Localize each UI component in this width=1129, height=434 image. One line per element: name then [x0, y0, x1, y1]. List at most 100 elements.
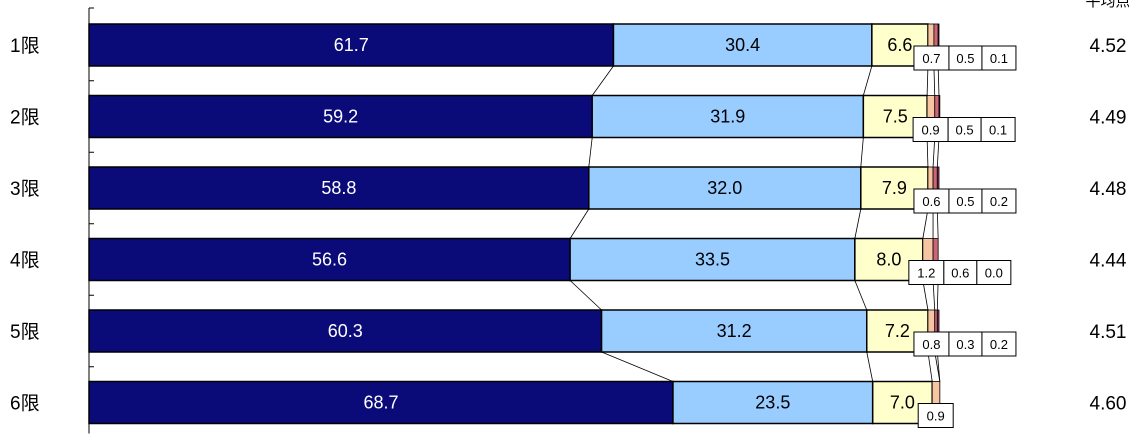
series-line — [569, 280, 602, 311]
data-label: 56.6 — [312, 250, 347, 270]
data-label: 59.2 — [323, 107, 358, 127]
series-line — [936, 137, 940, 168]
category-labels: 1限 2限 3限 4限 5限 6限 — [10, 35, 40, 415]
small-data-label: 0.1 — [989, 123, 1007, 138]
series-line — [569, 208, 590, 239]
small-data-label: 0.1 — [990, 51, 1008, 66]
average-score: 4.60 — [1090, 394, 1127, 415]
small-data-label: 0.0 — [985, 266, 1003, 281]
series-line — [934, 351, 941, 382]
bar-segment — [591, 94, 865, 139]
bar-segment — [88, 94, 593, 139]
average-score: 4.44 — [1090, 251, 1127, 272]
series-line — [936, 280, 939, 311]
small-label-box — [981, 45, 1017, 71]
average-scores: 平均点 4.52 4.49 4.48 4.44 4.51 4.60 — [1085, 0, 1129, 415]
small-label-box — [981, 188, 1017, 214]
bar-segment — [88, 23, 615, 67]
series-line — [927, 351, 933, 382]
bar-segment — [672, 380, 874, 425]
small-label-box — [948, 331, 983, 357]
data-label: 8.0 — [876, 250, 901, 270]
bar-segment — [600, 309, 868, 353]
data-label: 60.3 — [328, 321, 363, 341]
data-label: 23.5 — [755, 393, 790, 413]
data-label: 6.6 — [887, 35, 912, 55]
data-label: 7.5 — [883, 107, 908, 127]
data-labels: 61.7 30.4 6.6 59.2 31.9 7.5 58.8 32.0 7.9 56.6 33.… — [312, 35, 915, 413]
average-score: 4.51 — [1090, 322, 1127, 343]
small-label-box — [913, 331, 950, 357]
small-data-label: 0.2 — [990, 194, 1008, 209]
small-label-box — [908, 260, 945, 285]
category-axis — [88, 7, 94, 434]
data-label: 7.9 — [882, 178, 907, 198]
series-line — [591, 65, 614, 96]
bar-segment — [88, 380, 674, 425]
average-score: 4.49 — [1090, 108, 1127, 129]
data-label: 7.0 — [890, 393, 915, 413]
series-line — [937, 65, 940, 96]
small-data-label: 1.2 — [917, 266, 935, 281]
bar-segment — [569, 237, 856, 282]
data-label: 58.8 — [321, 178, 356, 198]
small-data-label: 0.9 — [927, 409, 945, 424]
series-line — [854, 280, 868, 311]
bar-segment — [612, 23, 873, 67]
small-label-box — [943, 260, 978, 285]
series-line — [860, 137, 864, 168]
small-data-label: 0.5 — [956, 123, 974, 138]
small-label-box — [948, 45, 983, 71]
series-line — [588, 137, 593, 168]
small-data-label: 0.2 — [990, 337, 1008, 352]
small-data-label: 0.3 — [956, 337, 974, 352]
category-label: 5限 — [10, 321, 40, 343]
series-lines — [569, 65, 941, 382]
average-score: 4.48 — [1090, 179, 1127, 200]
small-data-label: 0.5 — [956, 51, 974, 66]
average-score: 4.52 — [1090, 36, 1127, 57]
bar-segment — [588, 166, 862, 210]
small-data-label: 0.7 — [922, 51, 940, 66]
small-label-box — [980, 117, 1016, 142]
data-label: 31.9 — [710, 107, 745, 127]
series-line — [922, 208, 929, 239]
series-line — [932, 137, 936, 168]
category-label: 3限 — [10, 178, 40, 200]
series-line — [922, 280, 929, 311]
bar-segment — [88, 237, 571, 282]
data-label: 31.2 — [717, 321, 752, 341]
series-line — [926, 137, 929, 168]
data-label: 68.7 — [363, 393, 398, 413]
series-line — [933, 65, 936, 96]
series-line — [926, 65, 929, 96]
small-label-box — [948, 188, 983, 214]
small-label-box — [913, 188, 950, 214]
small-label-box — [917, 403, 954, 428]
small-data-label: 0.6 — [951, 266, 969, 281]
small-data-label: 0.8 — [922, 337, 940, 352]
small-data-label: 0.6 — [922, 194, 940, 209]
category-label: 6限 — [10, 393, 40, 415]
data-label: 61.7 — [334, 35, 369, 55]
average-header: 平均点 — [1085, 0, 1129, 10]
series-line — [936, 208, 939, 239]
bars — [88, 23, 941, 425]
bar-segment — [88, 309, 603, 353]
data-label: 7.2 — [885, 321, 910, 341]
category-label: 4限 — [10, 250, 40, 272]
data-label: 32.0 — [707, 178, 742, 198]
series-line — [862, 65, 873, 96]
category-label: 1限 — [10, 35, 40, 57]
series-line — [932, 280, 936, 311]
small-data-label: 0.5 — [956, 194, 974, 209]
small-data-label: 0.9 — [922, 123, 940, 138]
series-line — [936, 351, 941, 382]
small-label-box — [981, 331, 1017, 357]
data-label: 30.4 — [725, 35, 760, 55]
small-value-labels: 0.7 0.5 0.1 0.9 0.5 0.1 0.6 0.5 0.2 1.2 0.6 0.0 0.8 0… — [908, 45, 1017, 428]
small-label-box — [976, 260, 1012, 285]
bar-segment — [88, 166, 590, 210]
small-label-box — [947, 117, 982, 142]
